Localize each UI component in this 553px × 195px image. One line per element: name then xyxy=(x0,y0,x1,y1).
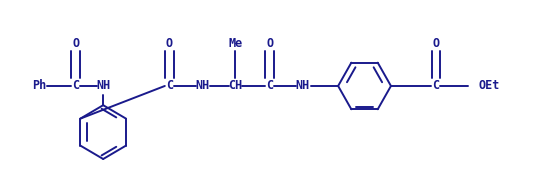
Text: CH: CH xyxy=(228,80,242,92)
Text: C: C xyxy=(432,80,440,92)
Text: Ph: Ph xyxy=(32,80,46,92)
Text: C: C xyxy=(267,80,274,92)
Text: O: O xyxy=(432,37,440,50)
Text: OEt: OEt xyxy=(479,80,500,92)
Text: NH: NH xyxy=(96,80,110,92)
Text: Me: Me xyxy=(228,37,242,50)
Text: C: C xyxy=(72,80,79,92)
Text: NH: NH xyxy=(195,80,210,92)
Text: O: O xyxy=(267,37,274,50)
Text: O: O xyxy=(166,37,173,50)
Text: NH: NH xyxy=(296,80,310,92)
Text: O: O xyxy=(72,37,79,50)
Text: C: C xyxy=(166,80,173,92)
